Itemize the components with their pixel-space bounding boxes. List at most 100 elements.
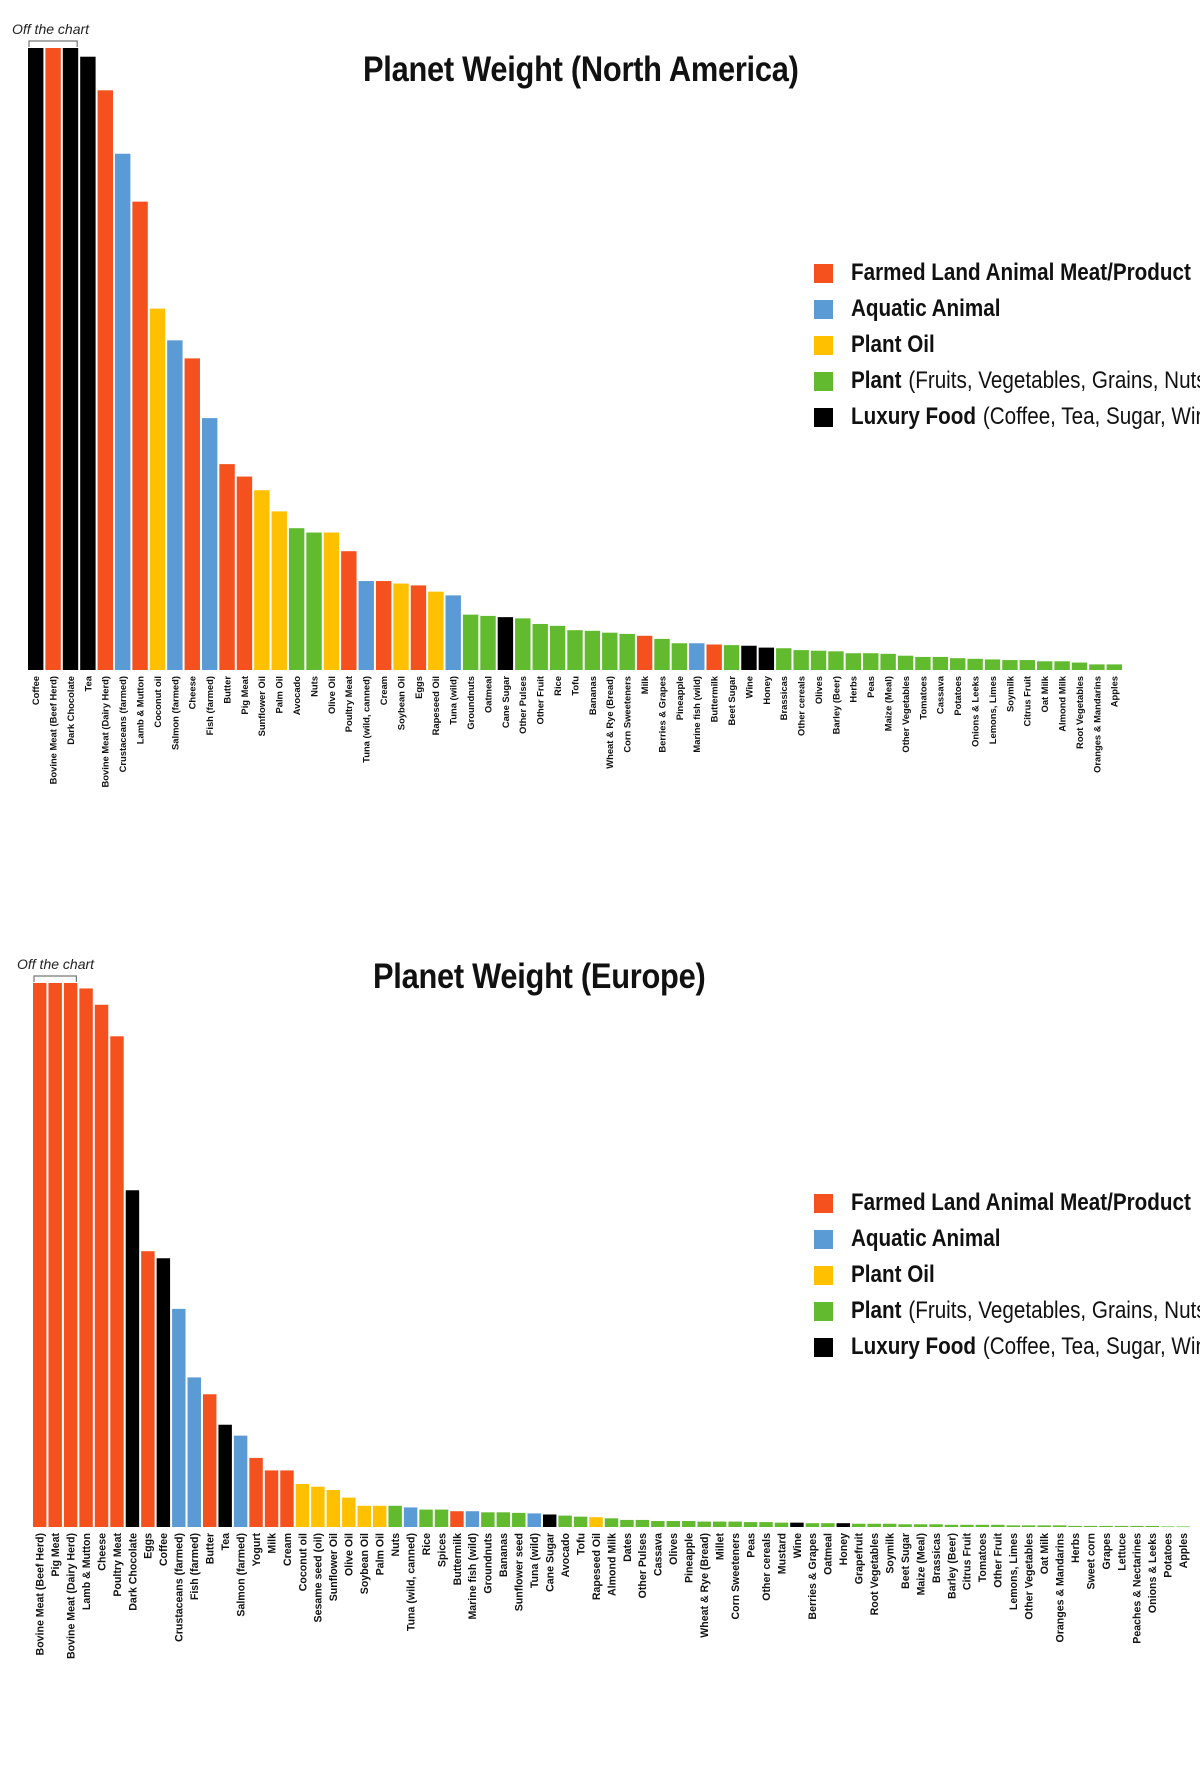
bar-butter: [219, 464, 235, 670]
x-tick-label: Maize (Meal): [915, 1533, 927, 1595]
x-tick-label: Olive Oil: [326, 676, 337, 714]
x-tick-label: Lettuce: [1116, 1533, 1128, 1571]
x-tick-label: Barley (Beer): [830, 676, 841, 734]
x-tick-label: Groundnuts: [483, 1533, 495, 1594]
legend-label-text: Plant: [851, 1297, 902, 1324]
bar-beet-sugar: [723, 645, 740, 670]
bar-dark-chocolate: [125, 1190, 140, 1527]
legend-label: Luxury Food(Coffee, Tea, Sugar, Wine): [851, 1333, 1200, 1361]
bar-milk: [264, 1470, 279, 1527]
x-tick-label: Beet Sugar: [900, 1533, 912, 1589]
x-tick-label: Bananas: [498, 1533, 510, 1577]
bar-fish-farmed: [201, 418, 218, 670]
x-tick-label: Soybean Oil: [395, 676, 406, 730]
legend-label-text: Luxury Food: [851, 403, 976, 430]
bar-cane-sugar: [497, 617, 514, 670]
bar-tofu: [567, 630, 583, 670]
chart-panel-europe: Planet Weight (Europe) Bovine Meat (Beef…: [0, 935, 1200, 1785]
legend-swatch: [814, 407, 833, 427]
bar-sesame-seed-oil: [311, 1486, 325, 1527]
off-chart-bracket: [33, 975, 77, 982]
bar-apples: [1176, 1526, 1190, 1528]
x-tick-label: Brassicas: [931, 1533, 943, 1583]
x-tick-label: Olive Oil: [344, 1533, 356, 1576]
bar-tea: [80, 56, 96, 670]
bar-citrus-fruit: [1019, 660, 1036, 670]
x-tick-label: Tea: [220, 1533, 232, 1551]
x-tick-label: Oatmeal: [482, 676, 493, 713]
x-tick-label: Tofu: [575, 1533, 587, 1555]
x-tick-label: Millet: [714, 1533, 726, 1561]
x-tick-label: Marine fish (wild): [467, 1533, 479, 1620]
bar-soybean-oil: [357, 1505, 371, 1527]
x-tick-label: Oatmeal: [823, 1533, 835, 1575]
bar-spices: [434, 1509, 449, 1527]
x-tick-label: Fish (farmed): [189, 1533, 201, 1600]
bar-soymilk: [1002, 660, 1018, 670]
bars: [28, 48, 1122, 671]
x-tick-label: Barley (Beer): [946, 1533, 958, 1599]
x-tick-label: Tuna (wild, canned): [405, 1533, 417, 1631]
x-tick-label: Cassava: [653, 1533, 665, 1576]
bar-eggs: [141, 1251, 155, 1527]
x-tick-label: Coconut oil: [152, 676, 163, 728]
bar-corn-sweeteners: [619, 633, 635, 670]
bar-lettuce: [1114, 1525, 1129, 1527]
x-tick-label: Peas: [865, 676, 876, 698]
x-tick-label: Coffee: [158, 1533, 170, 1566]
x-tick-label: Other cereals: [761, 1533, 773, 1601]
x-tick-label: Olives: [668, 1533, 680, 1565]
x-tick-label: Other Fruit: [535, 676, 546, 724]
bar-other-vegetables: [1022, 1525, 1036, 1527]
bar-butter: [202, 1394, 217, 1527]
bar-almond-milk: [604, 1518, 619, 1527]
x-tick-label: Herbs: [848, 676, 859, 703]
bar-bananas: [584, 630, 601, 670]
x-tick-label: Soymilk: [1004, 675, 1015, 712]
x-tick-label: Cream: [282, 1533, 294, 1566]
bar-bovine-meat-beef-herd: [45, 48, 61, 670]
bar-corn-sweeteners: [728, 1521, 742, 1527]
x-tick-label: Other Pulses: [517, 676, 528, 734]
bar-sunflower-oil: [254, 490, 270, 670]
x-tick-label: Soymilk: [884, 1533, 896, 1574]
x-tick-label: Dark Chocolate: [127, 1533, 139, 1611]
x-tick-label: Groundnuts: [465, 676, 476, 730]
bar-coconut-oil: [295, 1484, 310, 1527]
off-chart-annotation: Off the chart: [12, 21, 90, 37]
bar-nuts: [388, 1505, 402, 1527]
x-tick-label: Pig Meat: [239, 676, 250, 715]
bar-tuna-wild: [445, 595, 461, 670]
legend-item-luxury-food: Luxury Food(Coffee, Tea, Sugar, Wine): [814, 399, 1200, 435]
x-tick-label: Other Pulses: [637, 1533, 649, 1598]
bar-sunflower-seed: [512, 1512, 526, 1527]
bar-onions-leeks: [967, 658, 983, 670]
x-tick-label: Herbs: [1070, 1533, 1082, 1563]
x-tick-label: Avocado: [560, 1532, 572, 1577]
bar-tomatoes: [915, 656, 931, 670]
bar-other-pulses: [635, 1519, 650, 1527]
bar-chart-north-america: Coffee Bovine Meat (Beef Herd) Dark Chocol…: [12, 21, 1122, 787]
x-tick-label: Dark Chocolate: [65, 676, 76, 745]
x-tick-label: Other Vegetables: [1024, 1533, 1036, 1620]
bar-marine-fish-wild: [465, 1511, 480, 1527]
bar-olives: [666, 1521, 681, 1527]
legend-label: Aquatic Animal: [851, 1225, 1000, 1253]
x-tick-label: Poultry Meat: [343, 676, 354, 732]
bar-root-vegetables: [867, 1523, 881, 1527]
bar-mustard: [774, 1522, 789, 1527]
x-tick-label: Fish (farmed): [204, 676, 215, 735]
bar-other-fruit: [532, 623, 548, 670]
bar-wine: [741, 645, 757, 670]
x-tick-label: Coffee: [30, 676, 41, 705]
x-tick-label: Almond Milk: [1057, 675, 1068, 732]
legend-label: Aquatic Animal: [851, 295, 1000, 323]
legend-label: Plant (Fruits, Vegetables, Grains, Nuts): [851, 367, 1200, 395]
bar-nuts: [306, 532, 322, 670]
bar-tuna-wild: [527, 1513, 541, 1527]
bar-honey: [758, 647, 775, 670]
x-tick-label: Crustaceans (farmed): [174, 1533, 186, 1642]
x-tick-label: Tea: [82, 675, 93, 691]
bar-pineapple: [682, 1521, 696, 1527]
bar-beet-sugar: [898, 1524, 912, 1527]
